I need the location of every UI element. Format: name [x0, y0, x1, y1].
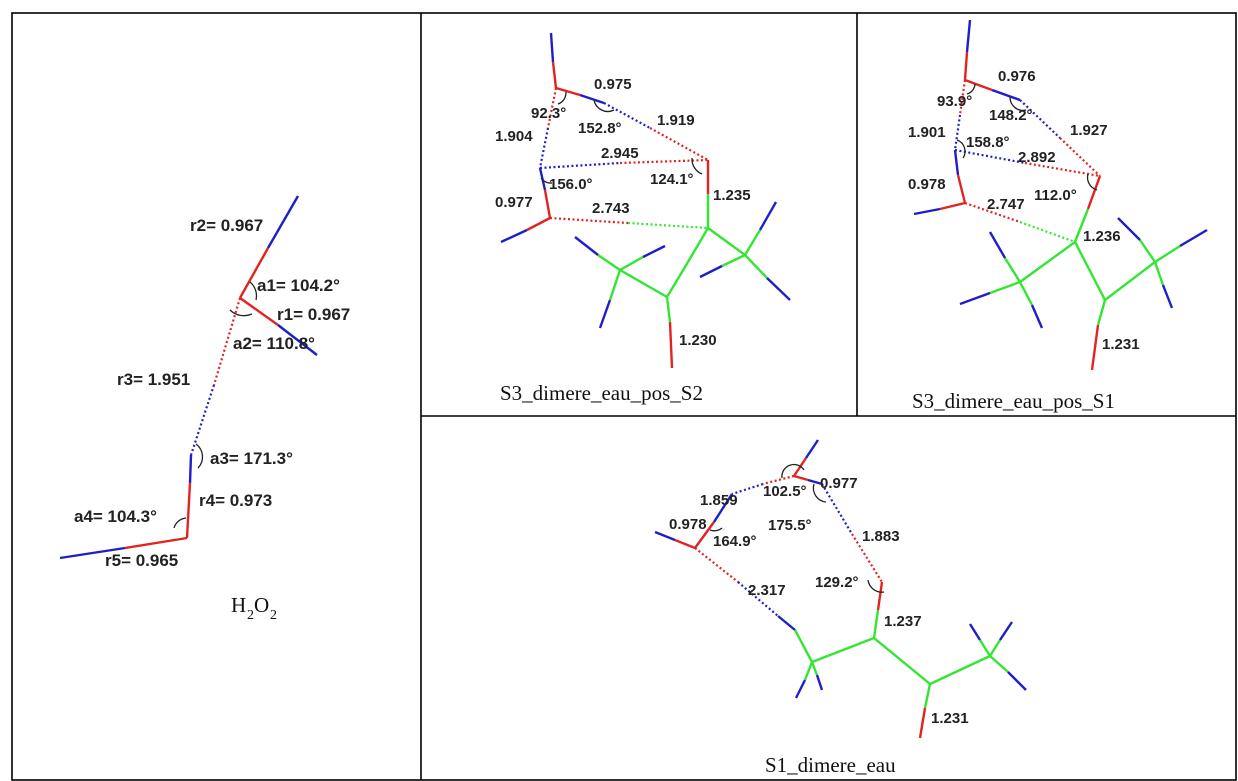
- label-ang1: 93.9°: [937, 93, 972, 110]
- panel-s1-dimere-eau: 1.859 102.5° 0.977 0.978 175.5° 164.9° 1…: [654, 439, 1027, 777]
- label-d4: 1.883: [862, 528, 900, 545]
- label-d6: 2.743: [592, 200, 630, 217]
- panel-h2o2: r2= 0.967 a1= 104.2° r1= 0.967 a2= 110.8…: [59, 195, 350, 623]
- s3-pos-s1-molecule: [913, 19, 1208, 371]
- label-d3: 1.904: [495, 128, 533, 145]
- panel-s3-pos-s1: 0.976 93.9° 148.2° 1.927 1.901 158.8° 2.…: [908, 19, 1208, 413]
- label-d4: 2.892: [1018, 149, 1056, 166]
- label-ang1: 102.5°: [763, 483, 807, 500]
- s1-dimere-eau-molecule: [654, 439, 1027, 739]
- label-d5: 0.977: [495, 194, 533, 211]
- label-d6: 2.747: [987, 196, 1025, 213]
- label-d2: 1.919: [657, 112, 695, 129]
- label-a1: a1= 104.2°: [257, 276, 340, 295]
- label-d8: 1.230: [679, 332, 717, 349]
- h2o2-molecule: [59, 195, 318, 560]
- label-ang3: 156.0°: [549, 176, 593, 193]
- label-a3: a3= 171.3°: [210, 449, 293, 468]
- label-a4: a4= 104.3°: [74, 507, 157, 526]
- label-d6: 1.237: [884, 613, 922, 630]
- s3-pos-s2-molecule: [500, 32, 791, 369]
- svg-text:H: H: [231, 593, 246, 617]
- label-d2: 1.927: [1070, 122, 1108, 139]
- label-ang2: 152.8°: [578, 120, 622, 137]
- label-d7: 1.235: [713, 187, 751, 204]
- label-r2: r2= 0.967: [190, 216, 263, 235]
- label-ang4: 129.2°: [815, 574, 859, 591]
- caption-s3-pos-s2: S3_dimere_eau_pos_S2: [500, 381, 703, 405]
- label-r3: r3= 1.951: [117, 370, 190, 389]
- label-d8: 1.231: [1102, 336, 1140, 353]
- label-ang4: 124.1°: [650, 171, 694, 188]
- label-r1: r1= 0.967: [277, 305, 350, 324]
- caption-h2o2: H 2 O 2: [231, 593, 277, 623]
- label-d3: 1.901: [908, 124, 946, 141]
- caption-s1-dimere-eau: S1_dimere_eau: [765, 753, 896, 777]
- label-ang1: 92.3°: [531, 105, 566, 122]
- label-d5: 0.978: [908, 176, 946, 193]
- label-r4: r4= 0.973: [199, 491, 272, 510]
- label-d1: 1.859: [700, 492, 738, 509]
- label-ang2: 175.5°: [768, 517, 812, 534]
- label-d7: 1.231: [931, 710, 969, 727]
- label-d7: 1.236: [1083, 228, 1121, 245]
- svg-text:2: 2: [270, 608, 277, 623]
- panel-s3-pos-s2: 0.975 92.3° 152.8° 1.919 1.904 2.945 156…: [495, 32, 791, 405]
- label-d4: 2.945: [601, 145, 639, 162]
- caption-s3-pos-s1: S3_dimere_eau_pos_S1: [912, 389, 1115, 413]
- table-frame: [11, 12, 1237, 781]
- label-d2: 0.977: [820, 475, 858, 492]
- label-d1: 0.976: [998, 68, 1036, 85]
- label-d3: 0.978: [669, 516, 707, 533]
- label-ang3: 164.9°: [713, 533, 757, 550]
- label-ang3: 158.8°: [966, 134, 1010, 151]
- label-d5: 2.317: [748, 582, 786, 599]
- svg-text:O: O: [254, 593, 269, 617]
- svg-text:2: 2: [247, 608, 254, 623]
- label-r5: r5= 0.965: [105, 551, 178, 570]
- label-d1: 0.975: [594, 76, 632, 93]
- label-ang4: 112.0°: [1034, 187, 1077, 204]
- label-a2: a2= 110.8°: [233, 334, 315, 353]
- label-ang2: 148.2°: [989, 107, 1033, 124]
